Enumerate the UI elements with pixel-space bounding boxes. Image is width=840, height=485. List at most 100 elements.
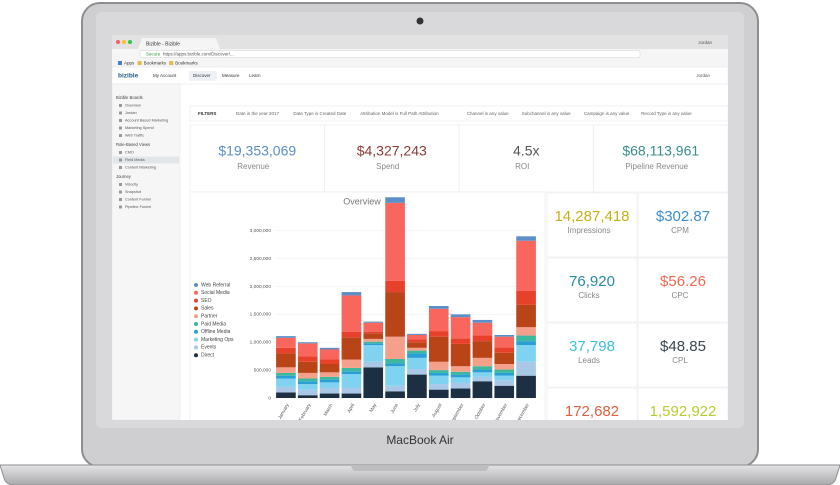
legend-label[interactable]: Web Referral [201,282,230,288]
sidebar-item[interactable]: Snapshot [125,190,142,194]
sidebar-icon [119,151,122,154]
sidebar-item[interactable]: Field Media [125,158,146,162]
sidebar-item[interactable]: Account Based Marketing [125,119,168,123]
address-bar[interactable] [139,50,641,58]
bar-segment [407,369,427,375]
bar-segment [407,374,427,398]
sidebar-item[interactable]: Content Marketing [125,166,156,170]
bar-segment [363,321,384,323]
legend-label[interactable]: Partner [201,314,218,320]
browser-tab[interactable] [138,38,220,49]
y-tick-label: 2,500,000 [250,256,272,262]
bar-segment [494,380,515,386]
metric-label: CPL [672,356,688,365]
sidebar-item[interactable]: Web Traffic [125,134,144,138]
bar-segment [385,292,405,337]
legend-label[interactable]: Social Media [201,290,230,296]
sidebar-section: Bizible Boards [116,95,143,100]
sidebar-icon [119,111,122,115]
bar-segment [472,376,493,382]
bar-segment [319,347,340,350]
bar-segment [319,376,340,380]
bar-segment [385,280,405,293]
bar-segment [472,319,493,323]
bookmark[interactable]: Apps [124,60,135,65]
metric-label: Impressions [567,226,610,235]
bookmark[interactable]: Bookmarks [144,60,167,65]
bookmark[interactable]: Bookmarks [175,60,198,65]
filter-label[interactable]: FILTERS [198,111,216,116]
legend-label[interactable]: Sales [201,306,214,312]
sidebar-item[interactable]: CMO [125,151,134,155]
bar-segment [516,375,536,398]
sidebar-item[interactable]: Jordan [125,111,137,115]
filter[interactable]: Date Type is Created Date [293,111,346,116]
bar-segment [276,375,296,379]
bar-segment [276,337,296,348]
bar-segment [319,359,340,364]
close-button[interactable] [116,40,120,44]
metric-value: $302.87 [656,208,710,225]
sidebar-item[interactable]: Overview [125,104,141,108]
logo[interactable]: bizible [118,73,139,80]
minimize-button[interactable] [122,40,126,44]
bar-segment [276,372,296,376]
legend-label[interactable]: Events [201,345,217,351]
legend-label[interactable]: Offline Media [201,329,231,335]
sidebar-item[interactable]: Marketing Spend [125,126,154,130]
bar-segment [428,336,449,362]
bar-segment [276,336,296,338]
screen: Bizible - Bizible Secure https://apps.bi… [112,35,728,420]
legend-label[interactable]: Paid Media [201,321,226,327]
filter[interactable]: Channel is any value [467,111,509,116]
legend-label[interactable]: Marketing Ops [201,337,234,343]
bar-segment [297,343,318,357]
nav-item[interactable]: Discover [193,73,211,78]
bar-segment [428,331,449,337]
nav-item[interactable]: Measure [222,73,240,78]
sidebar-section: Journey [116,174,132,179]
legend-label[interactable]: Direct [201,353,215,359]
legend-swatch [194,290,198,295]
nav-item[interactable]: Learn [249,73,261,78]
bar-segment [363,361,384,368]
y-tick-label: 500,000 [254,367,272,373]
filter[interactable]: Date in the year 2017 [236,111,280,116]
filter[interactable]: Subchannel is any value [522,111,571,116]
chart-title: Overview [343,196,381,206]
tab-title: Bizible - Bizible [146,41,180,47]
filter[interactable]: Attribution Model is Full Path Attributi… [360,111,439,116]
bar-segment [276,386,296,393]
laptop-base [0,464,840,485]
legend-label[interactable]: SEO [201,298,212,304]
bar-segment [385,336,405,359]
base-notch [350,465,490,471]
sidebar-item[interactable]: Velocity [125,183,138,187]
filters: FILTERS Date in the year 2017 Date Type is… [198,111,692,116]
legend-swatch [194,329,198,334]
bar-segment [297,372,318,379]
filter[interactable]: Campaign is any value [584,111,630,116]
nav-user[interactable]: Jordan [696,73,710,78]
filter[interactable]: Record Type is any value [641,111,692,116]
maximize-button[interactable] [128,40,132,44]
sidebar-item[interactable]: Content Funnel [125,198,151,202]
y-tick-label: 1,500,000 [250,312,272,318]
sidebar-icon [119,198,122,201]
sidebar-item[interactable]: Pipeline Funnel [125,205,151,209]
metric-label: Leads [578,356,600,365]
nav-item[interactable]: My Account [153,73,177,78]
bar-segment [516,345,536,362]
bar-segment [385,391,405,398]
bar-segment [319,387,340,394]
bar-segment [450,388,471,398]
bar-segment [341,359,362,368]
bar-segment [516,335,536,342]
bar-segment [341,393,362,398]
bar-segment [363,333,384,339]
bar-segment [297,356,318,362]
bar-segment [494,369,515,373]
bar-segment [363,341,384,344]
